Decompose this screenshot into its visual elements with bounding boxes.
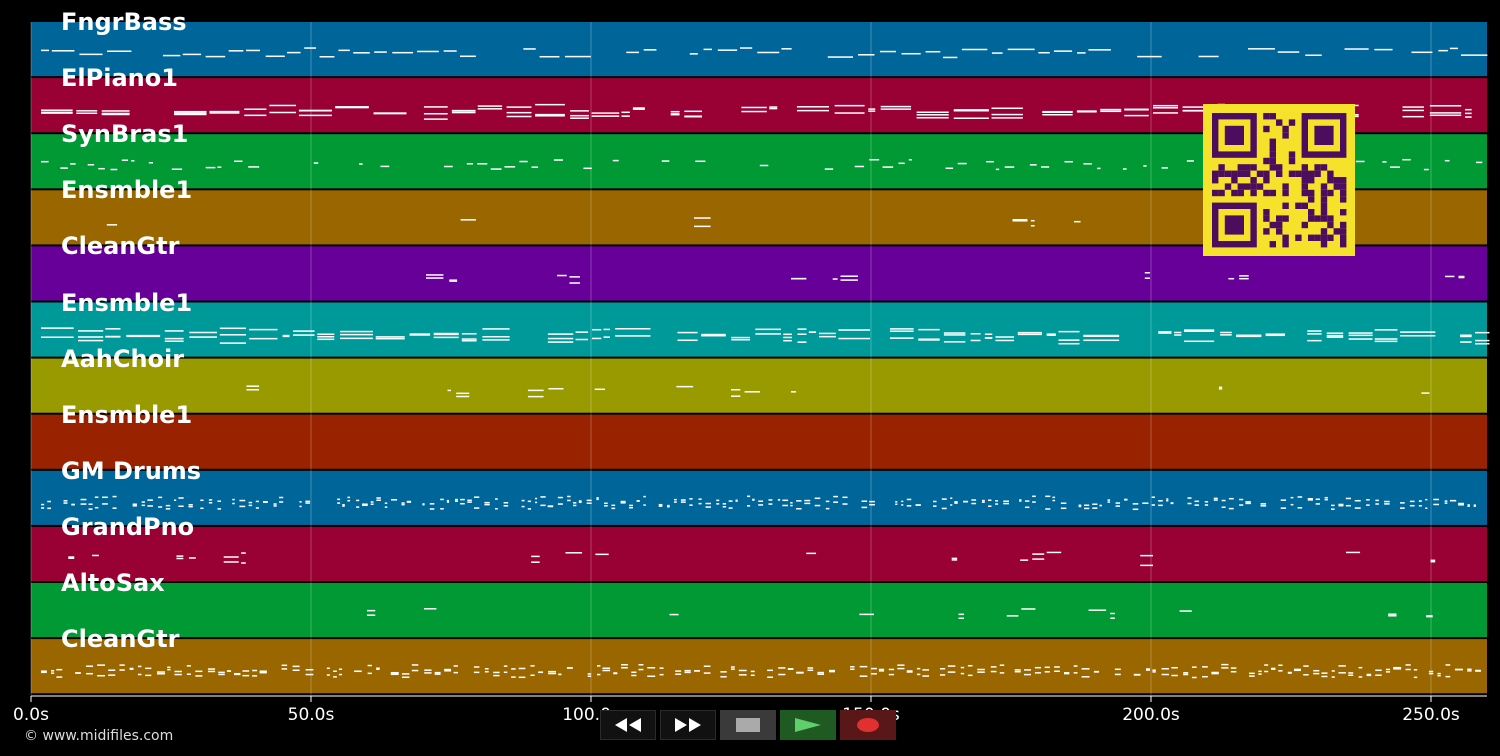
track-notes xyxy=(41,47,1488,59)
qr-code-icon[interactable] xyxy=(1203,104,1355,256)
track-label: AahChoir xyxy=(61,344,185,373)
fast-forward-icon xyxy=(675,718,701,732)
track-label: CleanGtr xyxy=(61,625,180,654)
play-button[interactable] xyxy=(780,710,836,740)
transport-controls xyxy=(600,710,896,740)
track-notes xyxy=(41,663,1481,679)
rewind-button[interactable] xyxy=(600,710,656,740)
track-notes xyxy=(366,608,1433,620)
track-label: AltoSax xyxy=(61,569,165,597)
track-label: SynBras1 xyxy=(61,120,189,149)
track-lane[interactable] xyxy=(31,470,1487,525)
play-icon xyxy=(795,718,821,732)
track-label: GrandPno xyxy=(61,512,195,541)
tick-label: 0.0s xyxy=(13,705,49,725)
rewind-icon xyxy=(615,718,641,732)
track-label: Ensmble1 xyxy=(61,400,193,429)
track-notes xyxy=(41,327,1490,345)
record-button[interactable] xyxy=(840,710,896,740)
track-lane[interactable] xyxy=(31,583,1487,638)
tick-label: 50.0s xyxy=(287,705,335,725)
stop-icon xyxy=(736,718,760,732)
tick-label: 250.0s xyxy=(1402,705,1460,725)
track-label: Ensmble1 xyxy=(61,176,193,205)
fast-forward-button[interactable] xyxy=(660,710,716,740)
track-label: FngrBass xyxy=(61,8,187,36)
track-notes xyxy=(41,495,1476,511)
tick-label: 200.0s xyxy=(1122,705,1180,725)
track-notes xyxy=(41,103,1472,121)
stop-button[interactable] xyxy=(720,710,776,740)
track-notes xyxy=(68,551,1436,567)
copyright-text: © www.midifiles.com xyxy=(24,728,174,744)
track-lane[interactable] xyxy=(31,358,1487,413)
track-lane[interactable] xyxy=(31,414,1487,469)
track-label: Ensmble1 xyxy=(61,288,193,317)
record-icon xyxy=(857,718,879,732)
track-label: ElPiano1 xyxy=(61,64,178,93)
track-notes xyxy=(246,385,1430,398)
track-lane[interactable] xyxy=(31,22,1487,77)
track-lane[interactable] xyxy=(31,526,1487,581)
track-label: CleanGtr xyxy=(61,232,180,261)
track-lane[interactable] xyxy=(31,639,1487,694)
track-label: GM Drums xyxy=(61,456,202,485)
track-notes xyxy=(425,272,1465,284)
